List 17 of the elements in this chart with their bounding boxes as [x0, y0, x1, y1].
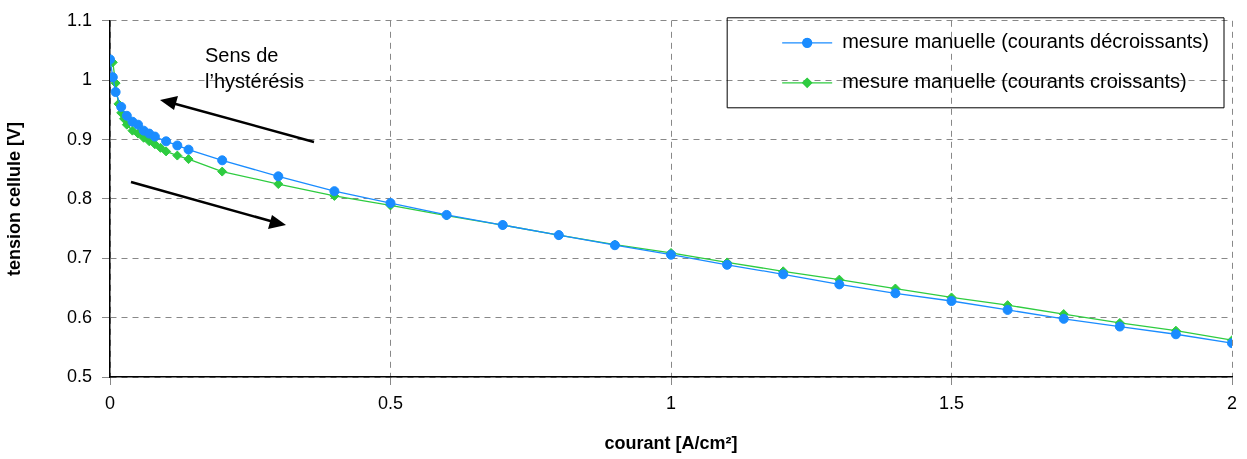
x-axis-title: courant [A/cm²] [604, 433, 738, 454]
annotation: Sens de l’hystérésis [205, 43, 305, 94]
y-tick-label: 0.7 [66, 247, 92, 268]
legend-label: mesure manuelle (courants croissants) [842, 70, 1187, 93]
y-tick-label: 1.1 [66, 9, 92, 30]
x-tick-label: 1 [665, 392, 677, 413]
legend-label: mesure manuelle (courants décroissants) [842, 30, 1209, 53]
x-tick-label: 2 [1226, 392, 1238, 413]
y-tick-label: 0.9 [66, 128, 92, 149]
y-tick-label: 0.5 [66, 365, 92, 386]
x-tick-label: 0 [104, 392, 116, 413]
y-axis-title: tension cellule [V] [3, 121, 24, 276]
y-tick-label: 0.6 [66, 306, 92, 327]
x-tick-label: 1.5 [938, 392, 965, 413]
x-tick-label: 0.5 [377, 392, 404, 413]
y-tick-label: 1 [81, 69, 92, 90]
y-tick-label: 0.8 [66, 187, 92, 208]
